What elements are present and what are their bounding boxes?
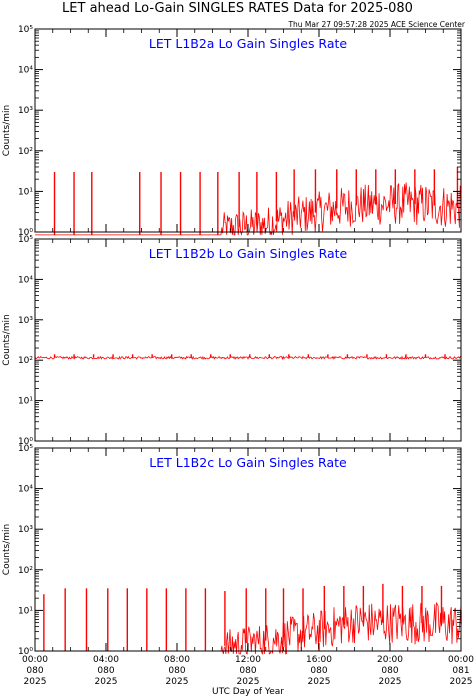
panel-title-3: LET L1B2c Lo Gain Singles Rate [149, 455, 347, 470]
x-tick-label: 080 [97, 666, 114, 676]
page-title: LET ahead Lo-Gain SINGLES RATES Data for… [62, 1, 413, 16]
y-tick-label: 10⁴ [18, 485, 33, 495]
x-tick-label: 00:00 [22, 655, 48, 665]
y-tick-label: 10⁴ [18, 66, 33, 76]
series-line-1 [35, 182, 462, 236]
x-tick-label: 2025 [450, 677, 473, 687]
panel-frame-2 [34, 238, 462, 442]
y-tick-label: 10² [18, 147, 33, 157]
x-tick-label: 04:00 [93, 655, 119, 665]
y-tick-label: 10² [18, 356, 33, 366]
x-tick-label: 080 [310, 666, 327, 676]
y-tick-label: 10⁴ [18, 275, 33, 285]
panel-title-2: LET L1B2b Lo Gain Singles Rate [149, 246, 348, 261]
y-tick-label: 10² [18, 566, 33, 576]
y-tick-label: 10⁵ [18, 444, 33, 454]
y-tick-label: 10³ [18, 525, 33, 535]
x-tick-label: 081 [452, 666, 469, 676]
x-tick-label: 00:00 [448, 655, 474, 665]
y-tick-label: 10⁰ [18, 228, 33, 238]
x-tick-label: 16:00 [306, 655, 332, 665]
generation-timestamp: Thu Mar 27 09:57:28 2025 ACE Science Cen… [288, 20, 465, 29]
x-tick-label: 12:00 [235, 655, 261, 665]
y-tick-label: 10⁰ [18, 647, 33, 657]
x-tick-label: 080 [26, 666, 43, 676]
panel-frame-3 [34, 447, 462, 652]
x-tick-label: 2025 [308, 677, 331, 687]
y-axis-label-3: Counts/min [2, 524, 12, 575]
y-axis-label-2: Counts/min [2, 314, 12, 365]
y-tick-label: 10³ [18, 106, 33, 116]
y-axis-label-1: Counts/min [2, 105, 12, 156]
y-tick-label: 10⁵ [18, 25, 33, 35]
x-tick-label: 2025 [379, 677, 402, 687]
x-tick-label: 20:00 [377, 655, 403, 665]
y-tick-label: 10⁰ [18, 437, 33, 447]
x-tick-label: 08:00 [164, 655, 190, 665]
series-line-2 [34, 355, 462, 361]
x-tick-label: 080 [381, 666, 398, 676]
x-axis-label: UTC Day of Year [212, 687, 284, 697]
x-tick-label: 2025 [95, 677, 118, 687]
y-tick-label: 10³ [18, 316, 33, 326]
x-tick-label: 2025 [166, 677, 189, 687]
x-tick-label: 2025 [237, 677, 260, 687]
y-tick-label: 10¹ [18, 397, 33, 407]
x-tick-label: 080 [168, 666, 185, 676]
y-tick-label: 10¹ [18, 187, 33, 197]
panel-title-1: LET L1B2a Lo Gain Singles Rate [149, 36, 348, 51]
x-tick-label: 2025 [24, 677, 47, 687]
y-tick-label: 10¹ [18, 606, 33, 616]
y-tick-label: 10⁵ [18, 235, 33, 245]
x-tick-label: 080 [239, 666, 256, 676]
